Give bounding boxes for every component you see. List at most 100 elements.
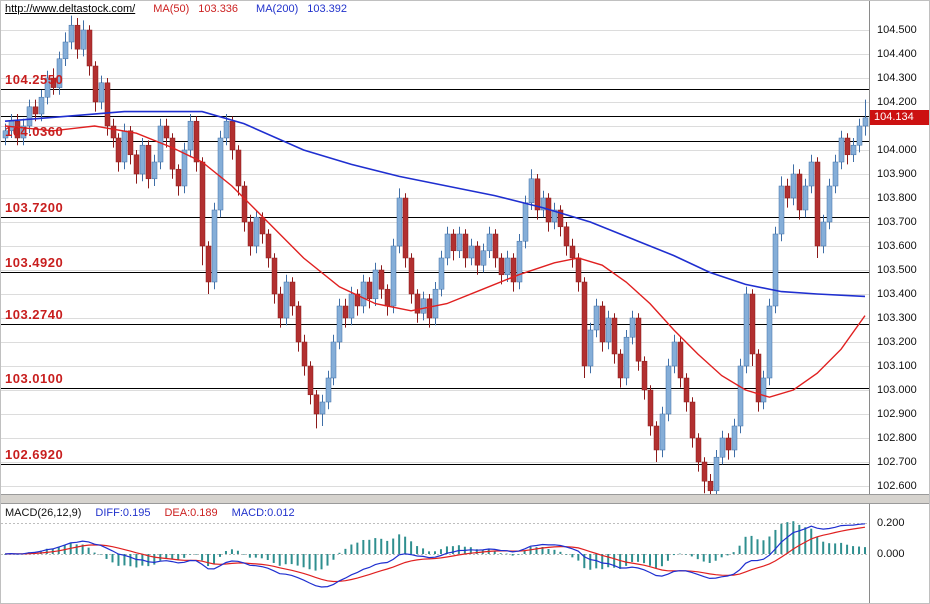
macd-histogram-bar [457, 545, 460, 554]
candle [235, 149, 242, 187]
candle [50, 77, 57, 88]
candle [796, 173, 803, 211]
macd-histogram-bar [296, 554, 299, 566]
candle [283, 281, 290, 319]
candle [629, 317, 636, 338]
macd-hist-value: MACD:0.012 [231, 507, 295, 519]
macd-histogram-bar [649, 554, 651, 566]
candle [516, 240, 523, 283]
candle [731, 425, 738, 451]
macd-histogram-bar [810, 528, 813, 554]
candle [581, 281, 588, 367]
macd-dea-line [4, 526, 866, 583]
candle [205, 245, 212, 283]
candle [701, 461, 708, 482]
candle [659, 413, 666, 451]
macd-histogram-bar [153, 554, 156, 565]
price-tick-label: 103.900 [877, 168, 917, 180]
candle [677, 341, 684, 379]
macd-histogram-bar [451, 546, 454, 554]
candle [354, 293, 361, 307]
candle [402, 197, 409, 259]
macd-histogram-bar [105, 554, 108, 559]
macd-histogram-bar [744, 536, 747, 554]
candle [766, 305, 773, 379]
candle [360, 281, 367, 307]
candle [820, 221, 827, 247]
macd-histogram-bar [726, 554, 729, 556]
candle [671, 341, 678, 367]
candle [325, 377, 332, 403]
macd-histogram-bar [541, 547, 544, 554]
macd-dea-value: DEA:0.189 [164, 507, 218, 519]
candle [199, 161, 206, 247]
macd-histogram-bar [511, 554, 514, 556]
macd-histogram-bar [338, 552, 341, 554]
macd-histogram-bar [230, 549, 233, 554]
candle [844, 137, 851, 156]
macd-histogram-bar [290, 554, 293, 565]
macd-histogram-bar [39, 550, 42, 554]
panel-separator[interactable] [1, 494, 929, 504]
candle [265, 233, 272, 259]
macd-histogram-bar [392, 538, 395, 554]
macd-histogram-bar [326, 554, 329, 566]
macd-histogram-bar [171, 554, 174, 559]
macd-histogram-bar [111, 554, 114, 563]
macd-histogram-bar [195, 554, 198, 555]
candle [492, 233, 499, 259]
candle [504, 257, 511, 276]
macd-histogram-bar [643, 554, 646, 564]
price-tick-label: 104.000 [877, 144, 917, 156]
candle [277, 293, 284, 319]
macd-histogram-bar [631, 554, 634, 562]
candle [725, 437, 732, 451]
candle [271, 257, 278, 295]
candle [778, 185, 785, 235]
macd-histogram-bar [189, 554, 192, 555]
candle [2, 130, 9, 139]
candle [611, 317, 618, 355]
macd-histogram-bar [147, 554, 150, 567]
candle [289, 281, 296, 307]
macd-histogram-bar [248, 554, 251, 558]
candle [313, 394, 320, 415]
candle [223, 120, 230, 139]
axis-border [869, 1, 870, 603]
price-tick-label: 103.500 [877, 264, 917, 276]
candle [295, 305, 302, 343]
macd-histogram-bar [266, 554, 269, 560]
candle [26, 106, 33, 127]
macd-histogram-bar [428, 551, 431, 554]
candle [653, 425, 660, 451]
macd-histogram-bar [350, 544, 353, 554]
candle [211, 209, 218, 283]
macd-title: MACD(26,12,9) [5, 507, 82, 519]
macd-histogram-bar [362, 539, 365, 554]
candle [438, 257, 445, 290]
level-label: 103.0100 [5, 370, 64, 386]
macd-histogram-bar [792, 521, 795, 554]
level-label: 104.2550 [5, 71, 64, 87]
candle [121, 130, 128, 163]
candle [432, 288, 439, 319]
candle [695, 437, 702, 463]
macd-histogram-bar [219, 554, 221, 557]
candle [808, 161, 815, 187]
candle [534, 178, 541, 211]
candle [372, 269, 379, 300]
candle [707, 480, 714, 492]
macd-histogram-bar [864, 547, 866, 554]
macd-histogram-bar [183, 554, 186, 558]
macd-histogram-bar [398, 534, 401, 554]
candle [217, 137, 224, 211]
macd-histogram-bar [254, 554, 257, 558]
candle [169, 137, 176, 170]
site-link[interactable]: http://www.deltastock.com/ [5, 3, 136, 15]
candle [593, 305, 600, 331]
candle [56, 58, 63, 88]
candle [384, 288, 391, 307]
candle [575, 257, 582, 283]
macd-histogram-bar [666, 554, 669, 561]
price-tick-label: 103.000 [877, 384, 917, 396]
